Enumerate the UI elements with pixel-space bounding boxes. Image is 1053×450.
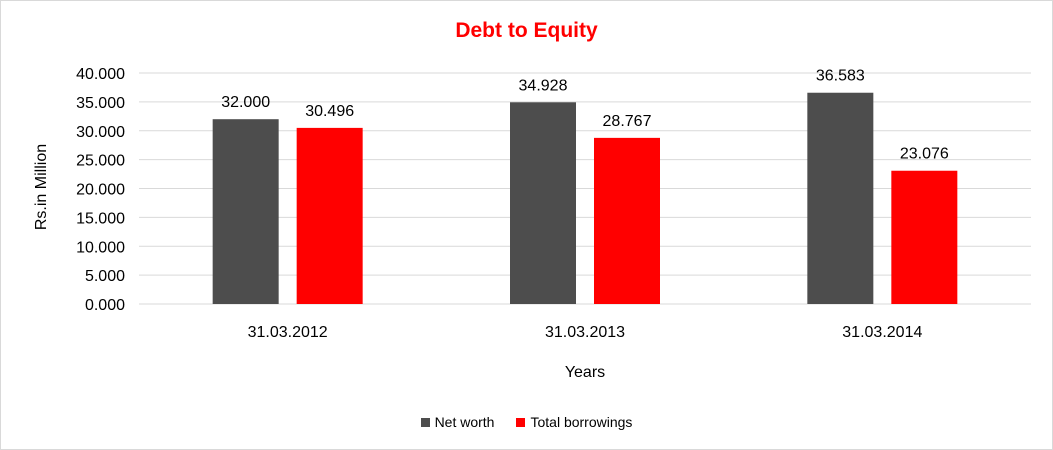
legend-label-total-borrowings: Total borrowings — [530, 414, 633, 430]
x-tick-label: 31.03.2014 — [842, 324, 922, 341]
gridlines — [139, 72, 1031, 305]
bar-total-borrowings — [296, 127, 363, 305]
data-label: 28.767 — [603, 113, 652, 130]
y-tick-label: 20.000 — [76, 182, 125, 199]
y-tick-label: 30.000 — [76, 124, 125, 141]
y-tick-label: 5.000 — [85, 268, 125, 285]
y-tick-label: 25.000 — [76, 153, 125, 170]
data-label: 23.076 — [900, 146, 949, 163]
x-axis-ticks: 31.03.2012 31.03.2013 31.03.2014 — [248, 324, 923, 341]
data-label: 36.583 — [816, 68, 865, 85]
x-tick-label: 31.03.2013 — [545, 324, 625, 341]
y-tick-label: 15.000 — [76, 210, 125, 227]
legend-swatch-total-borrowings — [516, 417, 526, 427]
chart-title: Debt to Equity — [455, 19, 598, 42]
y-tick-label: 0.000 — [85, 297, 125, 314]
bar-net-worth — [510, 102, 576, 304]
legend-item-net-worth: Net worth — [420, 414, 495, 430]
bar-total-borrowings — [891, 170, 958, 304]
legend: Net worth Total borrowings — [1, 414, 1052, 430]
y-axis-ticks: 0.000 5.000 10.000 15.000 20.000 25.000 30.000… — [76, 66, 125, 314]
y-tick-label: 40.000 — [76, 66, 125, 83]
bar-net-worth — [212, 119, 279, 304]
legend-swatch-net-worth — [420, 417, 430, 427]
x-tick-label: 31.03.2012 — [248, 324, 328, 341]
y-axis-label: Rs.in Million — [33, 144, 50, 230]
legend-item-total-borrowings: Total borrowings — [516, 414, 632, 430]
bar-net-worth — [807, 92, 874, 304]
bars — [212, 92, 958, 305]
y-tick-label: 10.000 — [76, 239, 125, 256]
legend-label-net-worth: Net worth — [434, 414, 495, 430]
bar-total-borrowings — [594, 137, 660, 304]
y-tick-label: 35.000 — [76, 95, 125, 112]
x-axis-label: Years — [565, 364, 605, 381]
data-labels: 32.000 30.496 34.928 28.767 36.583 23.076 — [221, 68, 949, 163]
data-label: 34.928 — [519, 77, 568, 94]
data-label: 32.000 — [221, 94, 270, 111]
data-label: 30.496 — [305, 103, 354, 120]
